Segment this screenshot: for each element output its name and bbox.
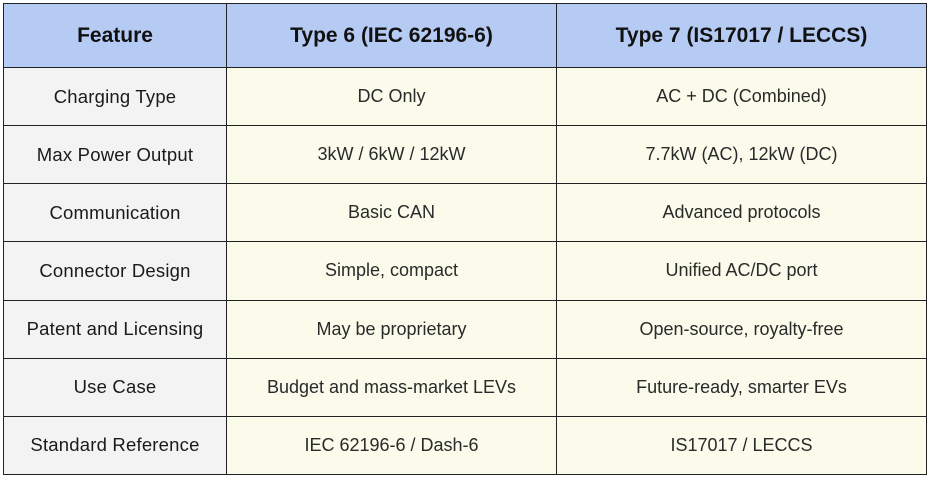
type6-cell: DC Only <box>226 66 557 127</box>
type7-cell: AC + DC (Combined) <box>556 66 927 127</box>
header-row: Feature Type 6 (IEC 62196-6) Type 7 (IS1… <box>3 3 927 68</box>
type7-cell: Future-ready, smarter EVs <box>556 357 927 417</box>
feature-cell: Standard Reference <box>3 415 227 476</box>
type7-cell: Open-source, royalty-free <box>556 299 927 359</box>
type6-cell: 3kW / 6kW / 12kW <box>226 125 557 185</box>
feature-cell: Max Power Output <box>3 125 227 185</box>
table-row: Connector Design Simple, compact Unified… <box>3 241 927 301</box>
type7-cell: IS17017 / LECCS <box>556 415 927 476</box>
header-feature: Feature <box>3 3 227 68</box>
table-row: Communication Basic CAN Advanced protoco… <box>3 183 927 243</box>
type7-cell: 7.7kW (AC), 12kW (DC) <box>556 125 927 185</box>
type7-cell: Advanced protocols <box>556 183 927 243</box>
feature-cell: Communication <box>3 183 227 243</box>
table-header: Feature Type 6 (IEC 62196-6) Type 7 (IS1… <box>3 3 927 68</box>
type7-cell: Unified AC/DC port <box>556 241 927 301</box>
table-row: Charging Type DC Only AC + DC (Combined) <box>3 66 927 127</box>
feature-cell: Charging Type <box>3 66 227 127</box>
table-body: Charging Type DC Only AC + DC (Combined)… <box>3 66 927 476</box>
table-row: Standard Reference IEC 62196-6 / Dash-6 … <box>3 415 927 476</box>
type6-cell: IEC 62196-6 / Dash-6 <box>226 415 557 476</box>
feature-cell: Use Case <box>3 357 227 417</box>
type6-cell: Budget and mass-market LEVs <box>226 357 557 417</box>
header-type6: Type 6 (IEC 62196-6) <box>226 3 557 68</box>
feature-cell: Connector Design <box>3 241 227 301</box>
type6-cell: Simple, compact <box>226 241 557 301</box>
type6-cell: Basic CAN <box>226 183 557 243</box>
feature-cell: Patent and Licensing <box>3 299 227 359</box>
table-row: Max Power Output 3kW / 6kW / 12kW 7.7kW … <box>3 125 927 185</box>
table-row: Patent and Licensing May be proprietary … <box>3 299 927 359</box>
type6-cell: May be proprietary <box>226 299 557 359</box>
comparison-table: Feature Type 6 (IEC 62196-6) Type 7 (IS1… <box>3 3 927 476</box>
table-row: Use Case Budget and mass-market LEVs Fut… <box>3 357 927 417</box>
header-type7: Type 7 (IS17017 / LECCS) <box>556 3 927 68</box>
